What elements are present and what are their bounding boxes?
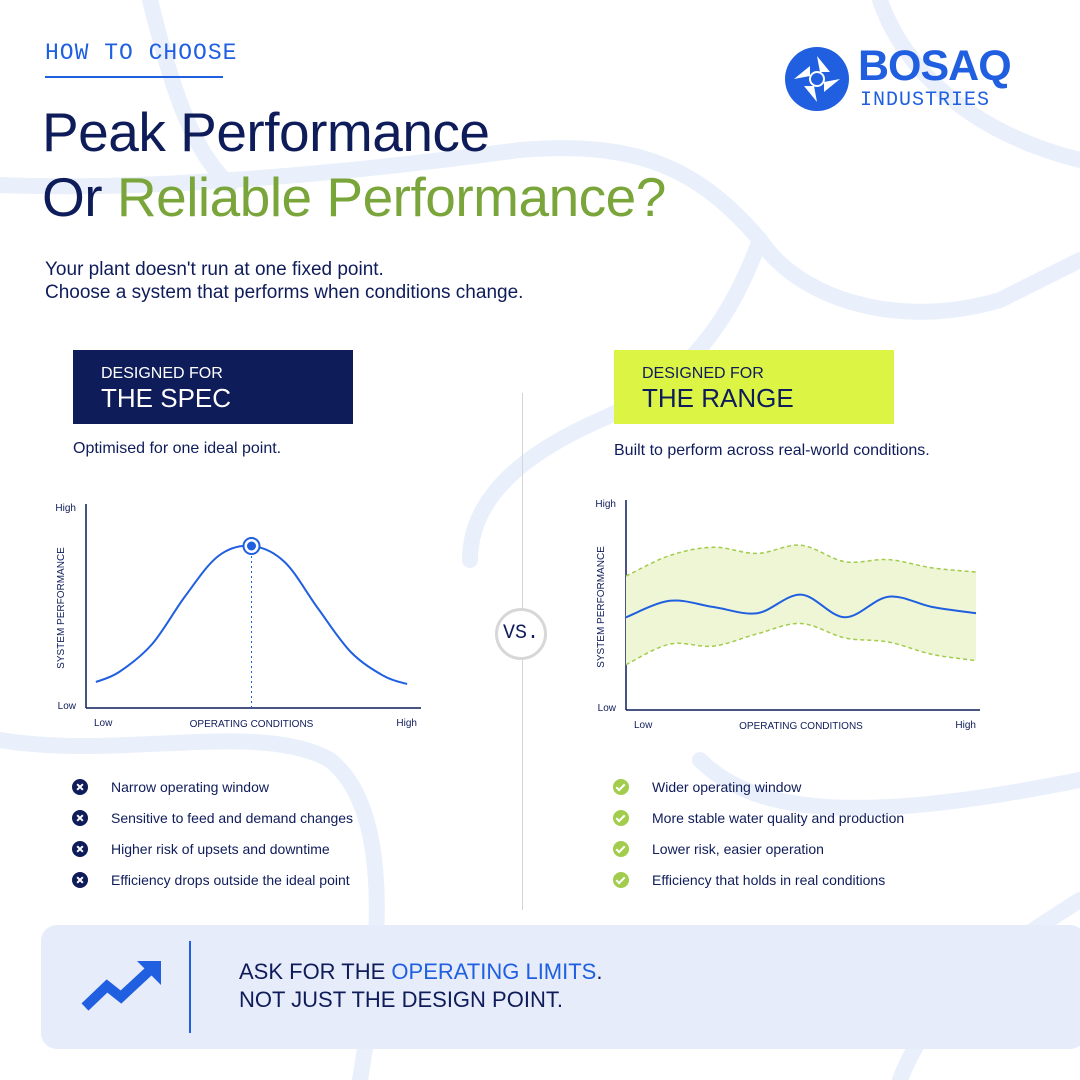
operating-band-area: [626, 545, 976, 665]
y-tick-label: High: [595, 499, 616, 510]
eyebrow-label: HOW TO CHOOSE: [45, 40, 238, 66]
badge-designed-for-range: DESIGNED FOR THE RANGE: [614, 350, 894, 424]
list-item-text: Narrow operating window: [111, 778, 269, 795]
x-circle-icon: [72, 840, 88, 857]
logo-subtitle: INDUSTRIES: [860, 89, 991, 112]
badge-spec-small: DESIGNED FOR: [101, 365, 223, 382]
footer-line-1-highlight: OPERATING LIMITS: [391, 959, 597, 984]
footer-divider: [189, 941, 191, 1033]
y-axis-label: SYSTEM PERFORMANCE: [56, 547, 67, 669]
y-tick-label: Low: [58, 701, 77, 712]
list-item-text: More stable water quality and production: [652, 809, 905, 826]
eyebrow-underline: [45, 76, 223, 78]
intro-text: Your plant doesn't run at one fixed poin…: [45, 258, 523, 304]
list-item: Sensitive to feed and demand changes: [72, 802, 353, 833]
list-item: More stable water quality and production: [613, 802, 904, 833]
footer-line-2: NOT JUST THE DESIGN POINT.: [239, 987, 563, 1012]
brand-logo: BOSAQ INDUSTRIES: [784, 42, 1034, 117]
spec-description: Optimised for one ideal point.: [73, 440, 282, 457]
badge-spec-big: THE SPEC: [101, 383, 232, 413]
footer-message: ASK FOR THE OPERATING LIMITS. NOT JUST T…: [239, 958, 602, 1014]
check-circle-icon: [613, 778, 629, 795]
trend-up-arrow-icon: [81, 961, 161, 1011]
range-description: Built to perform across real-world condi…: [614, 442, 930, 459]
title-line-1: Peak Performance: [42, 101, 490, 163]
y-tick-label: High: [55, 503, 76, 514]
spec-performance-chart: High Low Low High OPERATING CONDITIONS SYSTEM…: [55, 503, 421, 730]
badge-range-big: THE RANGE: [642, 383, 794, 413]
title-line-2-highlight: Reliable Performance?: [116, 166, 666, 228]
list-item: Efficiency drops outside the ideal point: [72, 864, 353, 895]
x-circle-icon: [72, 778, 88, 795]
check-circle-icon: [613, 840, 629, 857]
badge-designed-for-spec: DESIGNED FOR THE SPEC: [73, 350, 353, 424]
x-axis-label: OPERATING CONDITIONS: [739, 721, 863, 732]
band-upper-line: [625, 544, 977, 577]
list-item: Wider operating window: [613, 771, 904, 802]
list-item: Efficiency that holds in real conditions: [613, 864, 904, 895]
list-item: Lower risk, easier operation: [613, 833, 904, 864]
footer-callout: ASK FOR THE OPERATING LIMITS. NOT JUST T…: [41, 925, 1080, 1049]
list-item-text: Wider operating window: [652, 778, 802, 795]
list-item-text: Lower risk, easier operation: [652, 840, 824, 857]
list-item-text: Sensitive to feed and demand changes: [111, 809, 354, 826]
logo-name: BOSAQ: [858, 42, 1012, 90]
footer-line-1-prefix: ASK FOR THE: [239, 959, 392, 984]
spec-drawbacks-list: Narrow operating window Sensitive to fee…: [72, 771, 353, 895]
title-line-2-prefix: Or: [42, 166, 117, 228]
list-item: Narrow operating window: [72, 771, 353, 802]
list-item-text: Higher risk of upsets and downtime: [111, 840, 330, 857]
page-title: Peak Performance Or Reliable Performance…: [42, 100, 666, 230]
x-circle-icon: [72, 809, 88, 826]
range-benefits-list: Wider operating window More stable water…: [613, 771, 904, 895]
range-performance-chart: High Low Low High OPERATING CONDITIONS SYSTEM…: [595, 499, 980, 732]
footer-line-1-suffix: .: [596, 959, 603, 984]
list-item-text: Efficiency drops outside the ideal point: [111, 871, 350, 888]
aperture-logo-icon: [785, 47, 849, 111]
intro-line-1: Your plant doesn't run at one fixed poin…: [45, 259, 384, 280]
title-line-2: Or Reliable Performance?: [42, 165, 666, 230]
y-tick-label: Low: [598, 703, 617, 714]
footer-line-1: ASK FOR THE OPERATING LIMITS.: [239, 958, 602, 986]
check-circle-icon: [613, 871, 629, 888]
intro-line-2: Choose a system that performs when condi…: [45, 282, 524, 303]
x-tick-label: High: [396, 718, 417, 729]
y-axis-label: SYSTEM PERFORMANCE: [596, 546, 607, 668]
vs-badge: VS.: [495, 608, 547, 660]
x-tick-label: Low: [634, 720, 653, 731]
check-circle-icon: [613, 809, 629, 826]
peak-marker-dot: [247, 541, 256, 551]
x-axis-label: OPERATING CONDITIONS: [190, 719, 314, 730]
performance-curve: [625, 593, 977, 619]
list-item-text: Efficiency that holds in real conditions: [652, 871, 886, 888]
x-tick-label: High: [955, 720, 976, 731]
badge-range-small: DESIGNED FOR: [642, 365, 764, 382]
band-lower-line: [625, 622, 977, 666]
x-tick-label: Low: [94, 718, 113, 729]
list-item: Higher risk of upsets and downtime: [72, 833, 353, 864]
x-circle-icon: [72, 871, 88, 888]
